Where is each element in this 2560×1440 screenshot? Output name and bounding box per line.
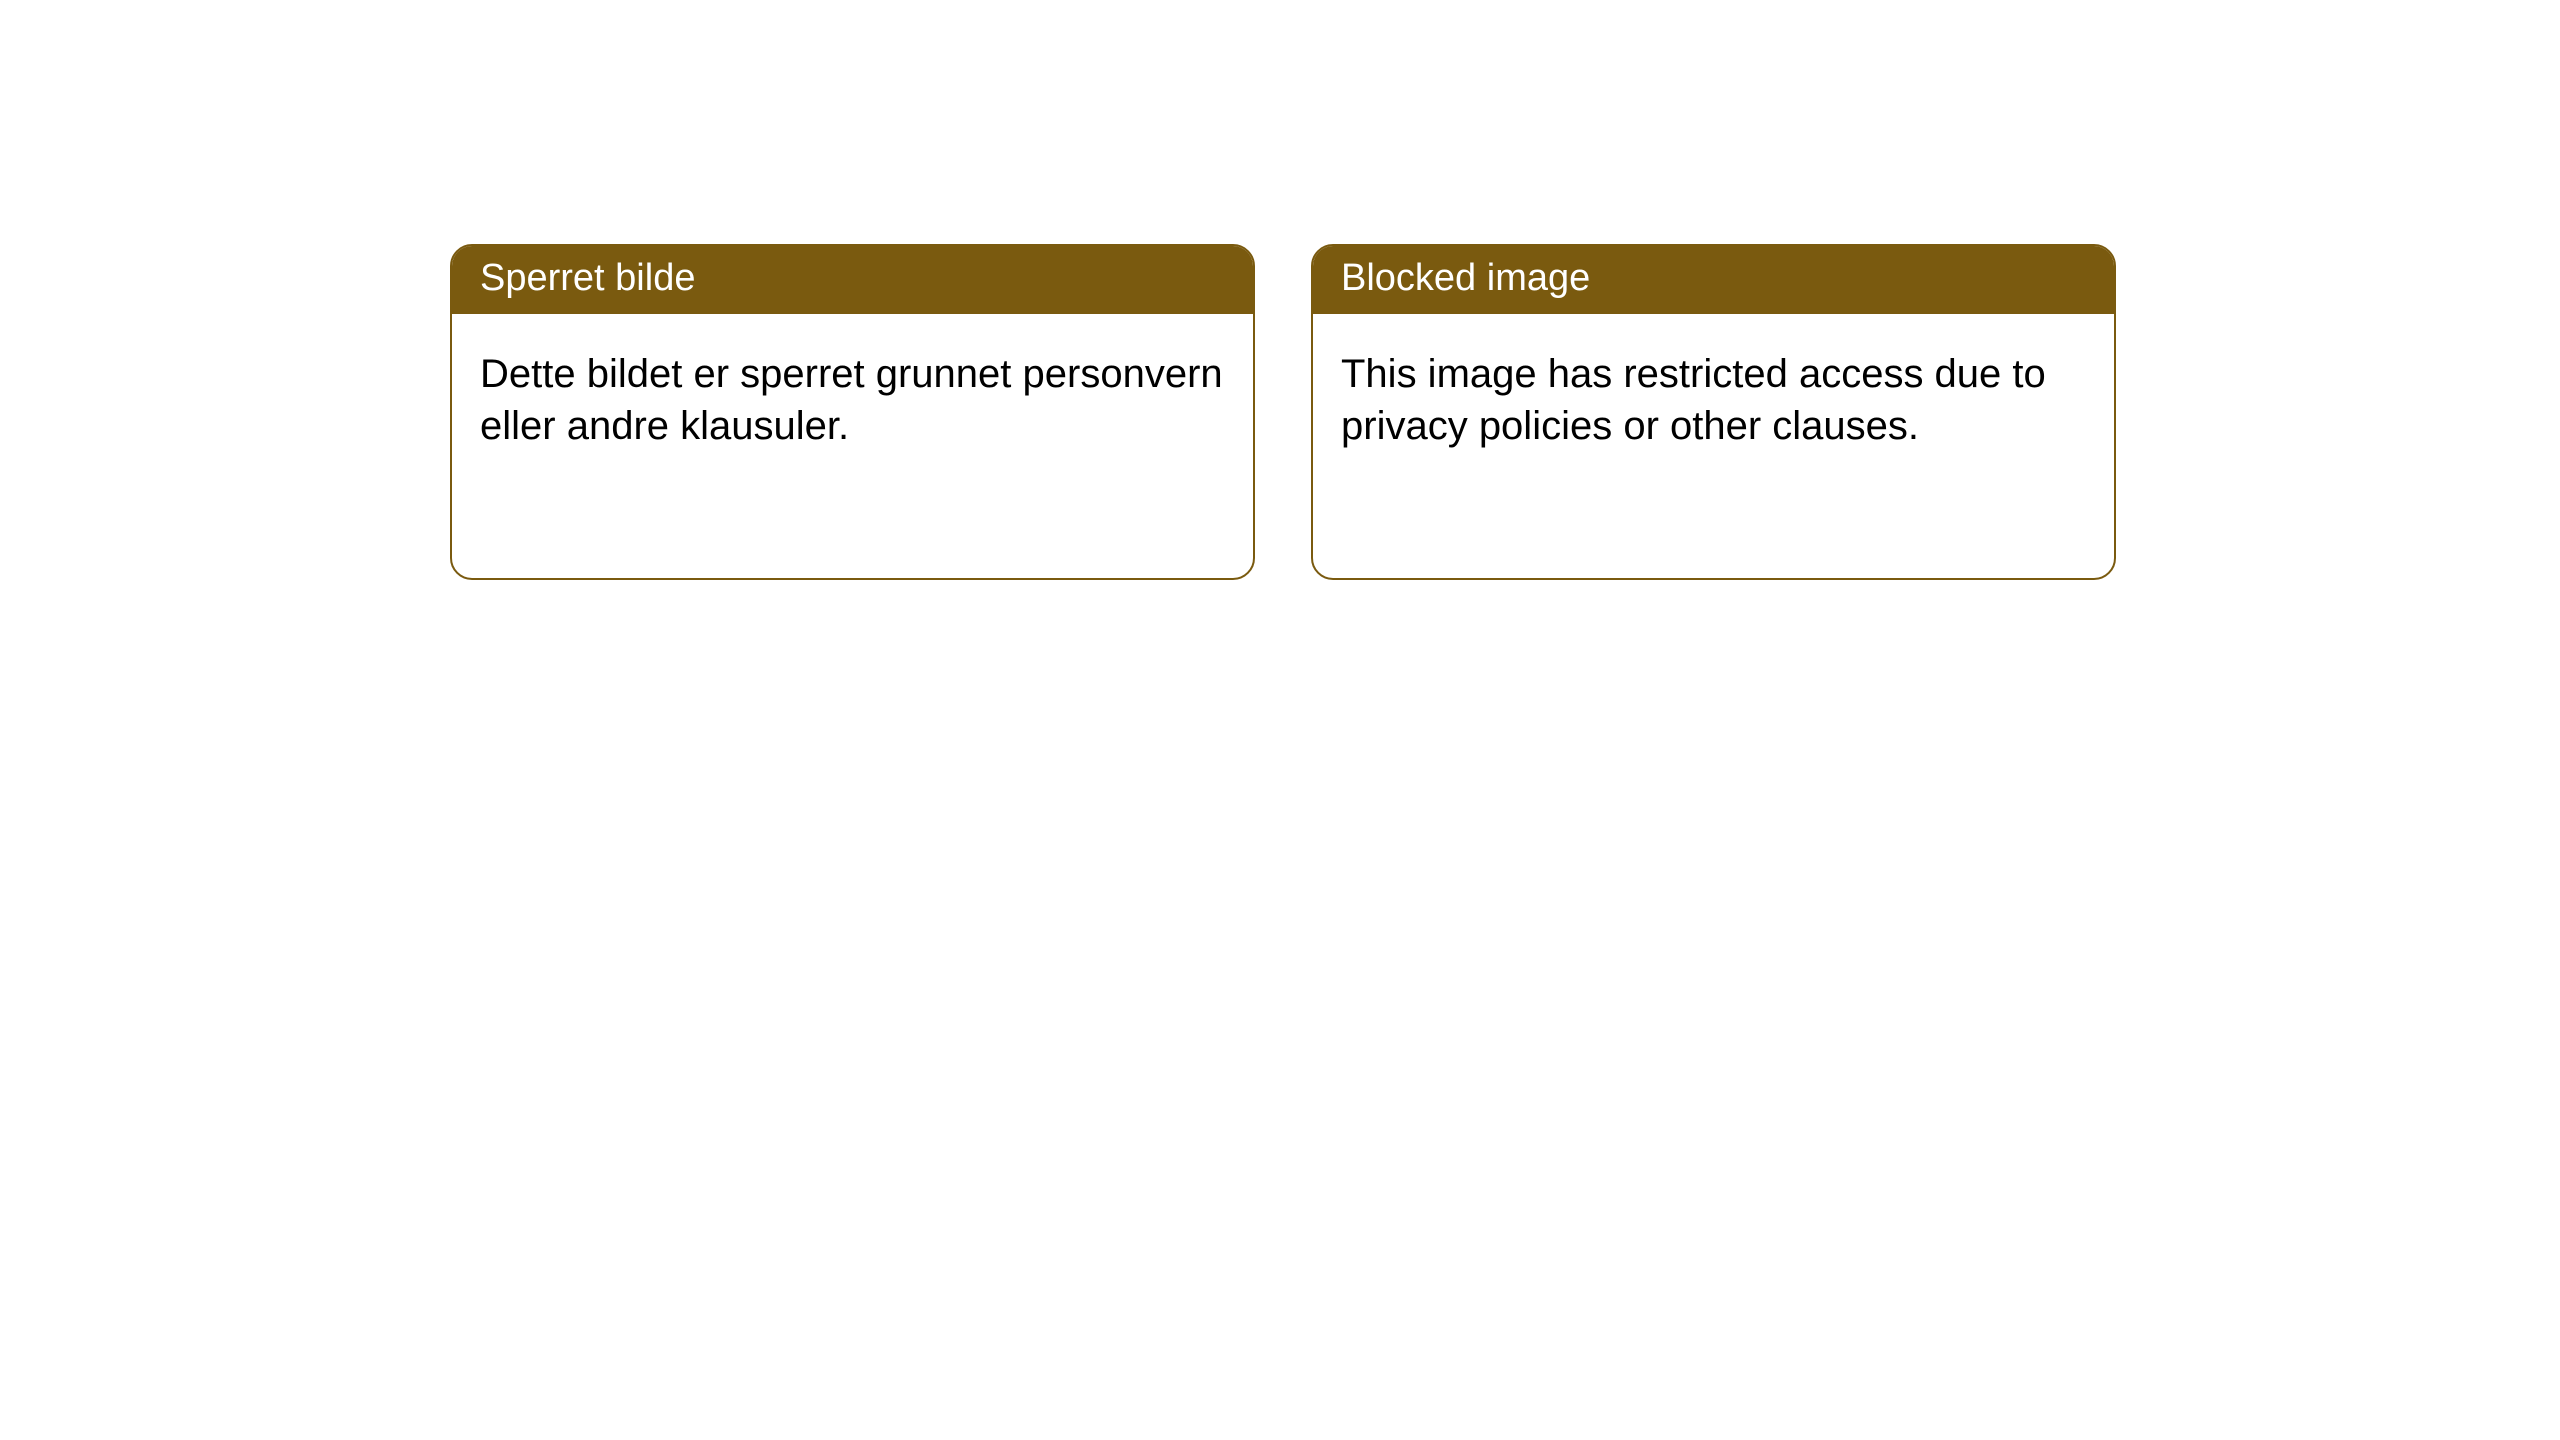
notice-card-title: Blocked image: [1313, 246, 2114, 314]
notice-card-body: Dette bildet er sperret grunnet personve…: [452, 314, 1253, 486]
notice-card-english: Blocked image This image has restricted …: [1311, 244, 2116, 580]
notice-card-title: Sperret bilde: [452, 246, 1253, 314]
notice-card-body: This image has restricted access due to …: [1313, 314, 2114, 486]
notice-card-norwegian: Sperret bilde Dette bildet er sperret gr…: [450, 244, 1255, 580]
notice-container: Sperret bilde Dette bildet er sperret gr…: [0, 0, 2560, 580]
